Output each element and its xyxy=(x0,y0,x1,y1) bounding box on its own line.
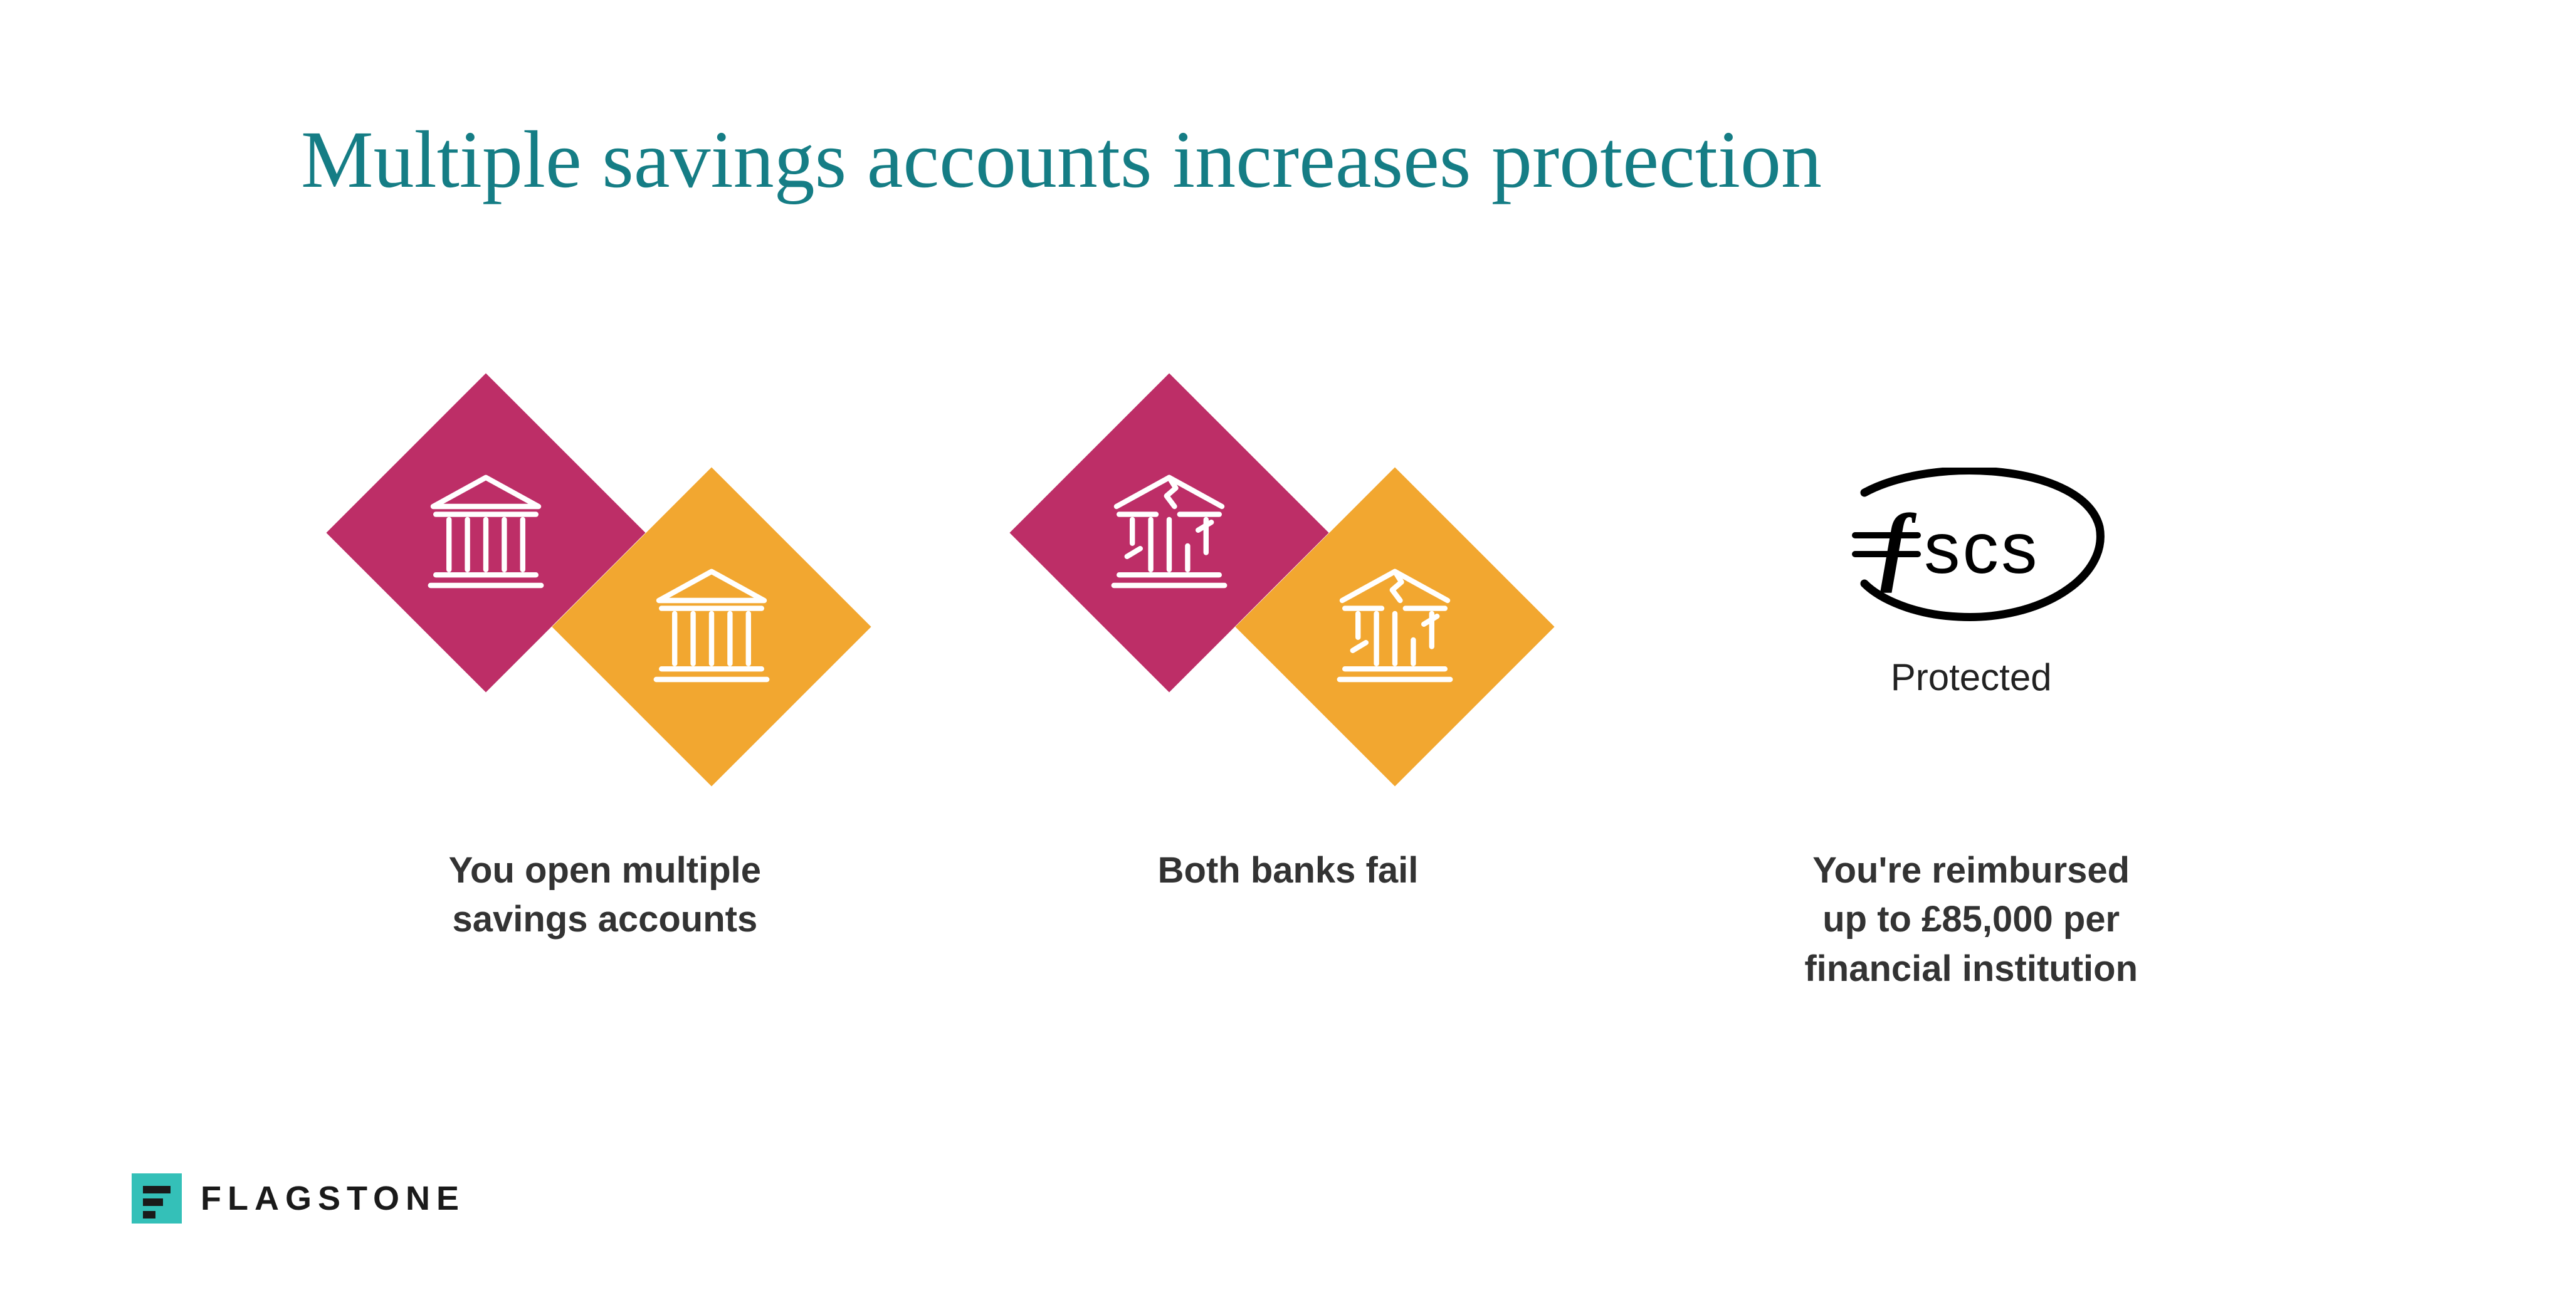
fscs-protected-label: Protected xyxy=(1891,656,2052,699)
bank-intact-icon xyxy=(420,467,552,599)
bank-pair-intact-icon xyxy=(348,420,862,746)
fscs-mark-icon: f scs xyxy=(1821,468,2121,624)
bank-intact-icon xyxy=(646,561,777,693)
brand-name: FLAGSTONE xyxy=(201,1179,465,1218)
bank-pair-broken-icon xyxy=(1031,420,1545,746)
brand-footer: FLAGSTONE xyxy=(132,1173,465,1224)
svg-text:scs: scs xyxy=(1924,508,2040,589)
flagstone-logo-icon xyxy=(132,1173,182,1224)
bank-broken-icon xyxy=(1103,467,1235,599)
infographic-page: Multiple savings accounts increases prot… xyxy=(0,0,2576,1305)
bank-broken-icon xyxy=(1329,561,1461,693)
icon-area: f scs Protected xyxy=(1821,407,2121,758)
column-reimbursed: f scs Protected You're reimbursed up to … xyxy=(1642,407,2300,993)
column-caption: Both banks fail xyxy=(1158,846,1419,895)
columns-row: You open multiple savings accounts xyxy=(201,407,2375,993)
fscs-logo-icon: f scs Protected xyxy=(1821,468,2121,699)
column-open-accounts: You open multiple savings accounts xyxy=(276,407,934,993)
column-caption: You open multiple savings accounts xyxy=(449,846,761,945)
column-banks-fail: Both banks fail xyxy=(959,407,1617,993)
page-title: Multiple savings accounts increases prot… xyxy=(301,113,2375,207)
icon-area xyxy=(348,407,862,758)
column-caption: You're reimbursed up to £85,000 per fina… xyxy=(1804,846,2138,993)
icon-area xyxy=(1031,407,1545,758)
svg-text:f: f xyxy=(1880,496,1917,594)
